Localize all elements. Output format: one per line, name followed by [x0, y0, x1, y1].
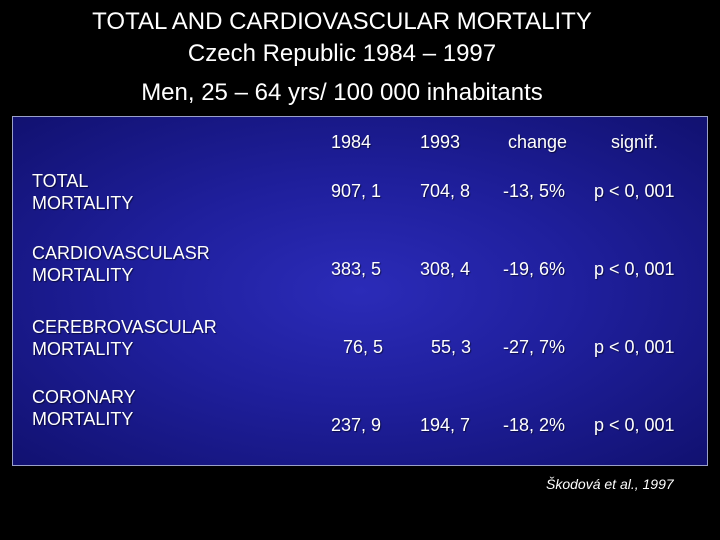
row-label-line-1: CORONARY [32, 387, 136, 407]
source-citation: Škodová et al., 1997 [546, 476, 674, 492]
value-1984: 907, 1 [331, 181, 382, 201]
row-label-line-2: MORTALITY [32, 409, 134, 429]
value-1993: 194, 7 [420, 415, 471, 435]
row-label-line-2: MORTALITY [32, 265, 134, 285]
title-line-1: TOTAL AND CARDIOVASCULAR MORTALITY [92, 8, 592, 35]
row-label-line-1: TOTAL [32, 171, 89, 191]
value-1984: 237, 9 [331, 415, 382, 435]
value-signif: p < 0, 001 [594, 181, 675, 201]
row-label-total: TOTAL MORTALITY [32, 170, 272, 214]
mortality-table-panel [12, 116, 708, 466]
value-change: -19, 6% [503, 259, 566, 279]
header-1984: 1984 [331, 132, 372, 152]
value-1993: 55, 3 [431, 337, 472, 357]
header-1993: 1993 [420, 132, 461, 152]
value-1984: 76, 5 [343, 337, 384, 357]
row-label-coronary: CORONARY MORTALITY [32, 386, 272, 430]
row-label-line-2: MORTALITY [32, 193, 134, 213]
row-label-cerebrovascular: CEREBROVASCULAR MORTALITY [32, 316, 272, 360]
value-change: -13, 5% [503, 181, 566, 201]
row-label-line-2: MORTALITY [32, 339, 134, 359]
value-1984: 383, 5 [331, 259, 382, 279]
value-1993: 308, 4 [420, 259, 471, 279]
value-signif: p < 0, 001 [594, 337, 675, 357]
header-change: change [508, 132, 568, 152]
row-label-line-1: CARDIOVASCULASR [32, 243, 210, 263]
row-label-line-1: CEREBROVASCULAR [32, 317, 217, 337]
row-label-cardiovascular: CARDIOVASCULASR MORTALITY [32, 242, 272, 286]
value-signif: p < 0, 001 [594, 415, 675, 435]
title-line-2: Czech Republic 1984 – 1997 [187, 40, 497, 67]
value-1993: 704, 8 [420, 181, 471, 201]
value-change: -18, 2% [503, 415, 566, 435]
value-change: -27, 7% [503, 337, 566, 357]
header-signif: signif. [611, 132, 659, 152]
value-signif: p < 0, 001 [594, 259, 675, 279]
title-line-3: Men, 25 – 64 yrs/ 100 000 inhabitants [141, 79, 543, 106]
